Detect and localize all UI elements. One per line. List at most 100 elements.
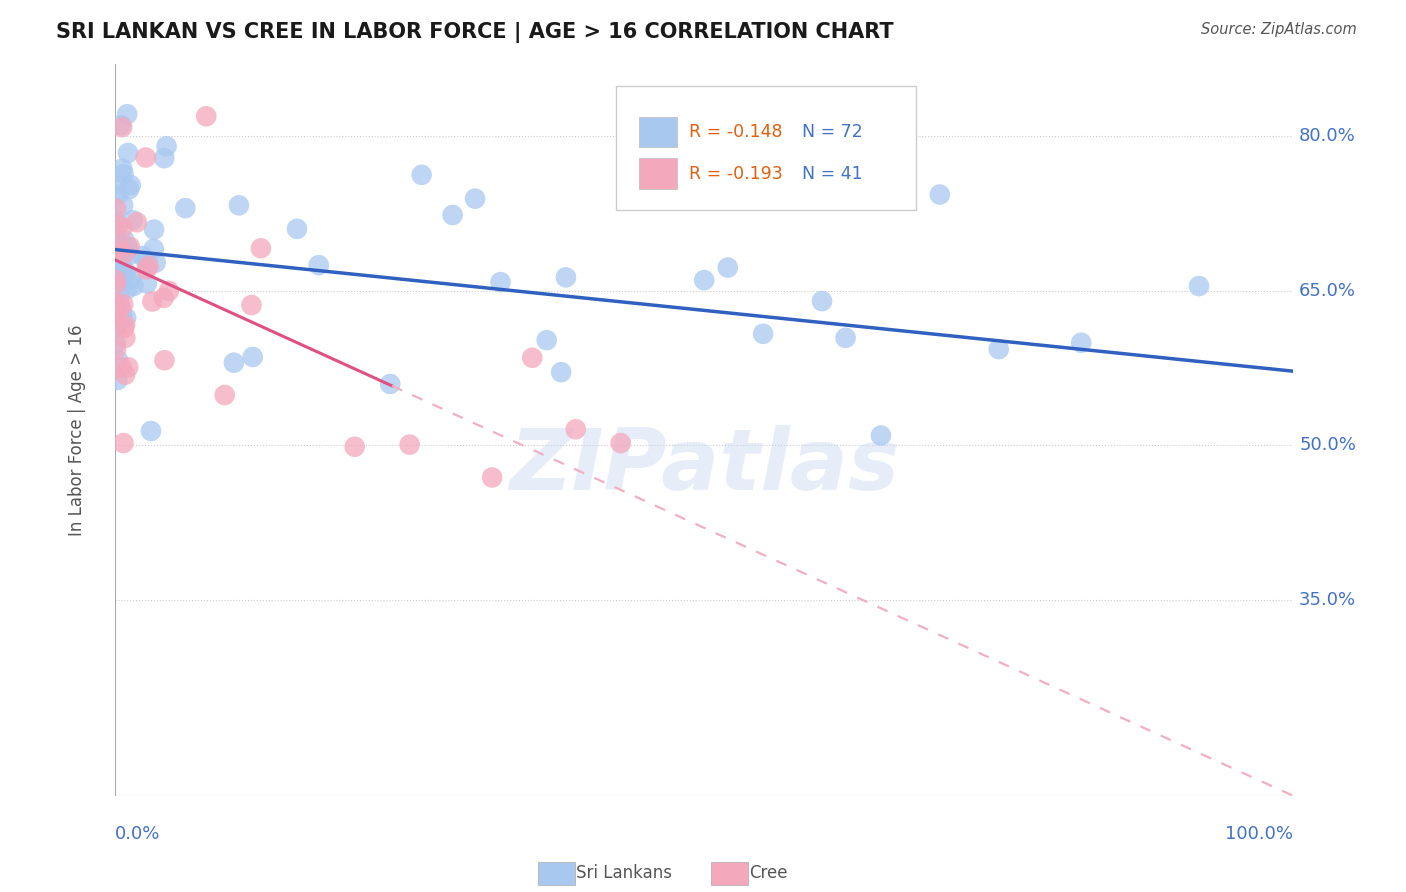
Point (117, 145, 139, 160)
Text: 65.0%: 65.0% (1299, 282, 1357, 300)
Point (811, 294, 834, 309)
Point (104, 296, 127, 310)
Point (115, 265, 138, 279)
Point (117, 282, 139, 296)
Point (834, 331, 856, 345)
Point (928, 187, 950, 202)
Point (118, 182, 141, 196)
FancyBboxPatch shape (640, 117, 678, 147)
Point (117, 360, 139, 375)
Point (112, 297, 135, 311)
Point (195, 109, 218, 123)
Point (555, 270, 578, 285)
Point (114, 318, 136, 332)
Point (104, 280, 127, 294)
Point (110, 300, 132, 314)
Point (120, 271, 142, 285)
Point (380, 376, 402, 391)
Point (117, 239, 139, 253)
Text: 0.0%: 0.0% (115, 825, 160, 843)
Point (121, 213, 143, 227)
Point (112, 167, 135, 181)
Point (717, 260, 740, 275)
Point (152, 291, 174, 305)
Point (214, 388, 236, 402)
Point (111, 360, 134, 375)
Point (112, 267, 135, 281)
Point (142, 242, 165, 256)
Point (108, 296, 131, 310)
Point (135, 262, 157, 277)
Point (441, 208, 464, 222)
Point (104, 212, 127, 227)
Point (489, 275, 512, 289)
Point (120, 178, 142, 192)
Point (125, 215, 148, 229)
Point (112, 247, 135, 261)
Point (145, 255, 167, 269)
Point (135, 277, 157, 291)
Point (138, 259, 160, 273)
Text: Source: ZipAtlas.com: Source: ZipAtlas.com (1201, 22, 1357, 37)
Point (398, 437, 420, 451)
Point (135, 151, 157, 165)
Text: 80.0%: 80.0% (1299, 128, 1355, 145)
Point (108, 288, 131, 302)
Point (111, 161, 134, 176)
Text: ZIPatlas: ZIPatlas (509, 425, 900, 508)
Point (104, 272, 127, 286)
Point (104, 309, 127, 323)
Point (481, 470, 503, 484)
Point (157, 284, 180, 298)
Point (693, 273, 716, 287)
Point (308, 258, 330, 272)
Point (105, 234, 128, 248)
Point (111, 307, 134, 321)
Point (343, 440, 366, 454)
Point (114, 368, 136, 382)
Point (107, 235, 129, 249)
Point (112, 321, 135, 335)
Point (122, 279, 145, 293)
Point (104, 202, 127, 216)
Point (1188, 279, 1211, 293)
Point (240, 298, 263, 312)
Point (609, 436, 631, 450)
Point (112, 198, 135, 212)
Point (107, 373, 129, 387)
Point (112, 233, 135, 247)
Text: 35.0%: 35.0% (1299, 591, 1357, 609)
Point (107, 239, 129, 253)
Point (104, 216, 127, 230)
Point (522, 351, 544, 365)
Point (143, 222, 166, 236)
Point (250, 241, 273, 255)
Point (153, 151, 176, 165)
Text: N = 72: N = 72 (801, 123, 863, 141)
Point (110, 118, 132, 132)
Point (131, 249, 153, 263)
Point (104, 335, 127, 350)
Point (104, 244, 127, 259)
FancyBboxPatch shape (640, 159, 678, 189)
Point (135, 256, 157, 270)
Point (222, 356, 245, 370)
Point (111, 120, 134, 135)
Point (114, 331, 136, 345)
Point (139, 424, 162, 438)
Text: R = -0.193: R = -0.193 (689, 165, 783, 183)
Text: 50.0%: 50.0% (1299, 436, 1355, 454)
Point (285, 222, 308, 236)
Point (1070, 335, 1092, 350)
Point (107, 187, 129, 202)
Point (105, 343, 128, 357)
Point (174, 201, 197, 215)
Point (107, 255, 129, 269)
Point (117, 242, 139, 256)
Point (104, 237, 127, 252)
Point (564, 422, 586, 436)
Point (111, 220, 134, 235)
Point (118, 248, 141, 262)
Point (104, 321, 127, 335)
Text: SRI LANKAN VS CREE IN LABOR FORCE | AGE > 16 CORRELATION CHART: SRI LANKAN VS CREE IN LABOR FORCE | AGE … (56, 22, 894, 44)
